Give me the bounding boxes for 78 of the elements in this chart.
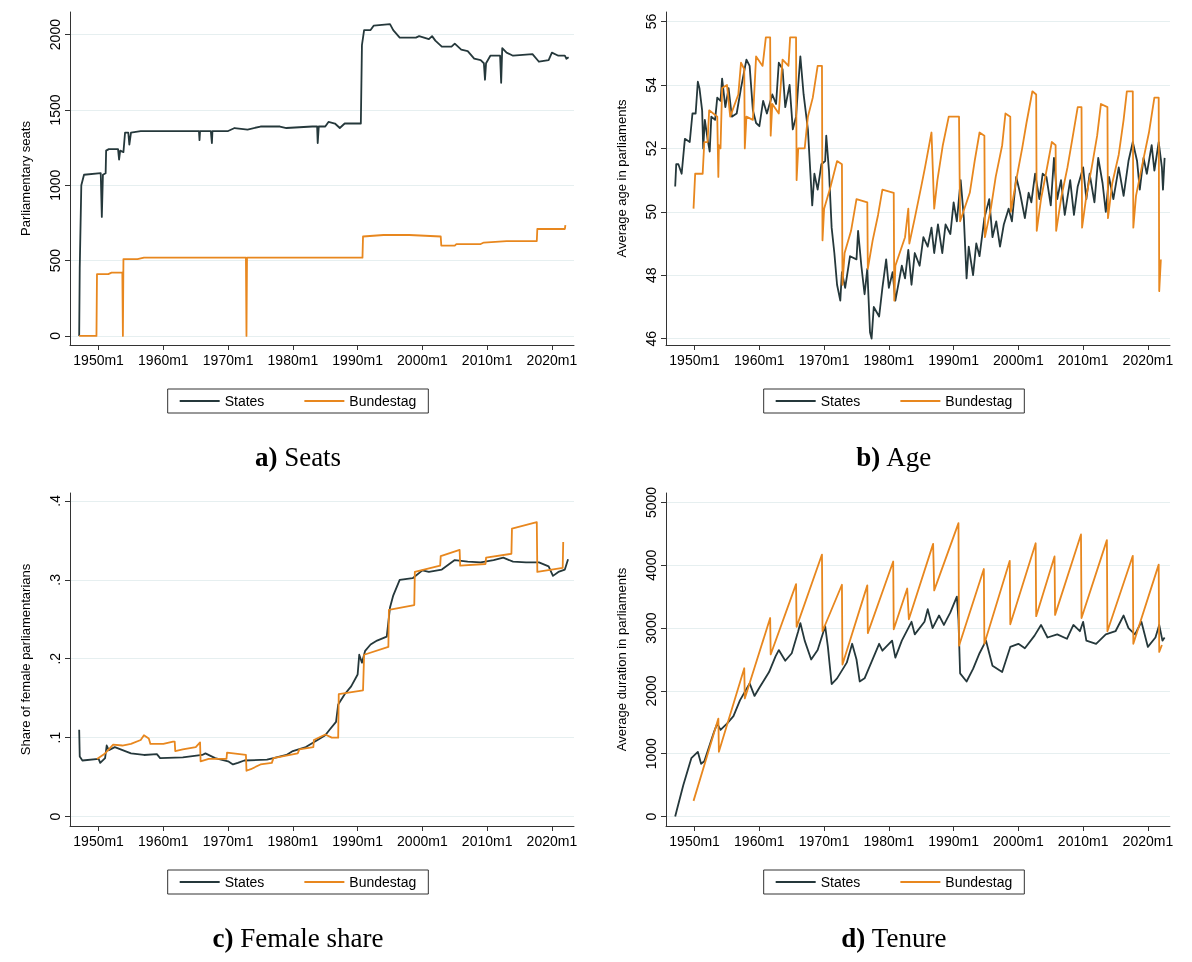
text: b) Age bbox=[856, 441, 932, 472]
x-tick-label: 1960m1 bbox=[138, 352, 189, 368]
y-tick-label: 3000 bbox=[643, 612, 659, 644]
x-tick-label: 1960m1 bbox=[138, 833, 189, 849]
text: c) Female share bbox=[212, 922, 384, 953]
x-tick-label: 1950m1 bbox=[669, 352, 721, 368]
legend-label: Bundestag bbox=[945, 874, 1013, 890]
x-tick-label: 1970m1 bbox=[202, 833, 254, 849]
x-tick-label: 2020m1 bbox=[1122, 833, 1174, 849]
line-series bbox=[78, 224, 567, 337]
y-tick-label: 1500 bbox=[47, 94, 63, 126]
legend-label: States bbox=[224, 874, 265, 890]
y-tick-label: 1000 bbox=[47, 169, 63, 201]
y-tick-label: 2000 bbox=[47, 18, 63, 51]
x-tick-label: 1990m1 bbox=[928, 352, 980, 368]
y-tick-label: .1 bbox=[47, 731, 63, 744]
x-tick-label: 2000m1 bbox=[993, 833, 1044, 849]
x-tick-label: 1980m1 bbox=[267, 352, 319, 368]
x-tick-label: 2020m1 bbox=[526, 833, 578, 849]
line-series bbox=[78, 23, 570, 337]
x-tick-label: 2010m1 bbox=[461, 352, 513, 368]
legend-label: States bbox=[820, 874, 861, 890]
y-tick-label: 2000 bbox=[643, 675, 659, 707]
y-tick-label: 0 bbox=[47, 812, 63, 821]
y-tick-label: 500 bbox=[47, 248, 63, 273]
x-tick-label: 2010m1 bbox=[1057, 833, 1109, 849]
line-series bbox=[78, 556, 569, 766]
x-tick-label: 2000m1 bbox=[397, 833, 448, 849]
y-tick-label: 4000 bbox=[643, 549, 659, 581]
x-tick-label: 2000m1 bbox=[993, 352, 1044, 368]
y-tick-label: 0 bbox=[643, 812, 659, 821]
x-tick-label: 1990m1 bbox=[332, 352, 384, 368]
y-tick-label: 48 bbox=[643, 267, 659, 284]
x-tick-label: 1980m1 bbox=[863, 833, 915, 849]
y-axis-title: Parliamentary seats bbox=[18, 120, 33, 236]
x-tick-label: 2020m1 bbox=[526, 352, 578, 368]
x-tick-label: 1980m1 bbox=[863, 352, 915, 368]
x-tick-label: 1970m1 bbox=[798, 352, 850, 368]
line-series bbox=[674, 595, 1166, 818]
x-tick-label: 2010m1 bbox=[1057, 352, 1109, 368]
x-tick-label: 2000m1 bbox=[397, 352, 448, 368]
x-tick-label: 1950m1 bbox=[73, 833, 125, 849]
x-tick-label: 1970m1 bbox=[798, 833, 850, 849]
legend-label: States bbox=[820, 393, 861, 409]
y-tick-label: .3 bbox=[47, 573, 63, 586]
y-tick-label: 46 bbox=[643, 330, 659, 347]
x-tick-label: 1960m1 bbox=[734, 833, 785, 849]
line-series bbox=[96, 521, 565, 772]
y-tick-label: 0 bbox=[47, 331, 63, 340]
x-tick-label: 2020m1 bbox=[1122, 352, 1174, 368]
line-series bbox=[692, 36, 1162, 302]
y-tick-label: 56 bbox=[643, 13, 659, 30]
y-tick-label: 50 bbox=[643, 203, 659, 220]
x-tick-label: 1960m1 bbox=[734, 352, 785, 368]
legend-label: States bbox=[224, 393, 265, 409]
text: d) Tenure bbox=[841, 922, 947, 953]
y-tick-label: 1000 bbox=[643, 737, 659, 770]
legend-label: Bundestag bbox=[945, 393, 1013, 409]
x-tick-label: 1970m1 bbox=[202, 352, 254, 368]
x-tick-label: 2010m1 bbox=[461, 833, 513, 849]
y-tick-label: .4 bbox=[47, 494, 63, 507]
x-tick-label: 1980m1 bbox=[267, 833, 319, 849]
line-series bbox=[674, 55, 1166, 340]
y-tick-label: 54 bbox=[643, 76, 659, 93]
line-series bbox=[692, 522, 1163, 802]
x-tick-label: 1990m1 bbox=[928, 833, 980, 849]
y-axis-title: Average duration in parliaments bbox=[614, 567, 629, 752]
x-tick-label: 1990m1 bbox=[332, 833, 384, 849]
y-tick-label: .2 bbox=[47, 652, 63, 665]
legend-label: Bundestag bbox=[349, 874, 417, 890]
y-tick-label: 5000 bbox=[643, 486, 659, 518]
x-tick-label: 1950m1 bbox=[669, 833, 721, 849]
y-tick-label: 52 bbox=[643, 140, 659, 157]
text: a) Seats bbox=[254, 441, 342, 472]
y-axis-title: Average age in parliaments bbox=[614, 98, 629, 258]
x-tick-label: 1950m1 bbox=[73, 352, 125, 368]
y-axis-title: Share of female parliamentarians bbox=[18, 563, 33, 756]
legend-label: Bundestag bbox=[349, 393, 417, 409]
